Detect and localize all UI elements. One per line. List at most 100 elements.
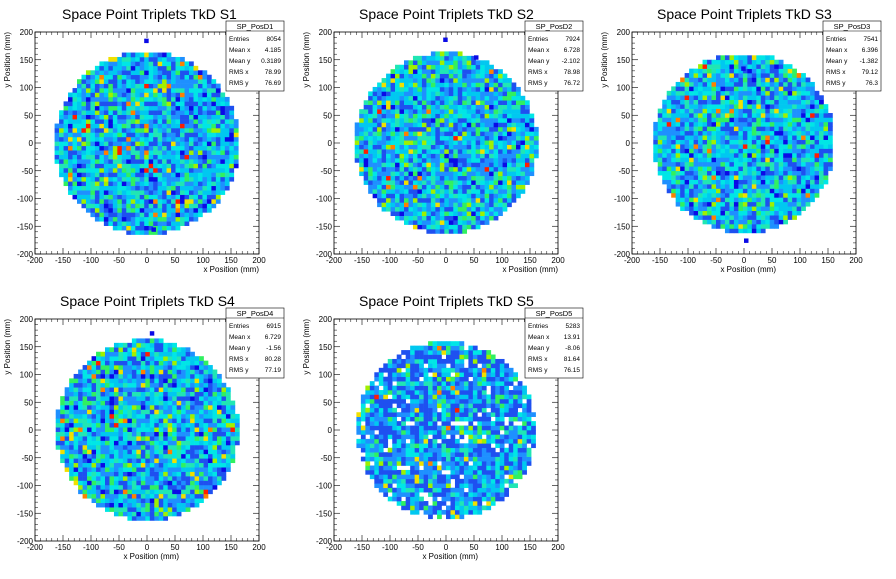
heatmap-bin xyxy=(104,195,109,200)
heatmap-bin xyxy=(400,154,405,159)
heatmap-bin xyxy=(761,220,766,225)
heatmap-bin xyxy=(828,117,833,122)
heatmap-bin xyxy=(792,171,797,176)
heatmap-bin xyxy=(462,140,467,145)
heatmap-bin xyxy=(386,109,391,114)
heatmap-bin xyxy=(747,140,752,145)
heatmap-bin xyxy=(171,57,176,62)
heatmap-bin xyxy=(189,124,194,129)
heatmap-bin xyxy=(788,162,793,167)
heatmap-bin xyxy=(202,146,207,151)
heatmap-bin xyxy=(122,101,127,106)
heatmap-bin xyxy=(462,225,467,230)
heatmap-bin xyxy=(126,137,131,142)
heatmap-bin xyxy=(779,78,784,83)
heatmap-bin xyxy=(220,110,225,115)
heatmap-bin xyxy=(792,122,797,127)
heatmap-bin xyxy=(77,124,82,129)
heatmap-bin xyxy=(489,154,494,159)
heatmap-bin xyxy=(426,65,431,70)
heatmap-bin xyxy=(431,131,436,136)
heatmap-bin xyxy=(667,131,672,136)
heatmap-bin xyxy=(792,100,797,105)
heatmap-bin xyxy=(162,61,167,66)
heatmap-bin xyxy=(774,122,779,127)
heatmap-bin xyxy=(185,217,190,222)
heatmap-bin xyxy=(671,171,676,176)
heatmap-bin xyxy=(78,449,83,454)
heatmap-bin xyxy=(126,53,131,58)
heatmap-bin xyxy=(725,228,730,233)
heatmap-bin xyxy=(395,198,400,203)
heatmap-bin xyxy=(417,211,422,216)
heatmap-bin xyxy=(698,131,703,136)
heatmap-bin xyxy=(118,485,123,490)
heatmap-bin xyxy=(720,144,725,149)
heatmap-bin xyxy=(485,207,490,212)
heatmap-bin xyxy=(171,128,176,133)
heatmap-bin xyxy=(471,87,476,92)
heatmap-bin xyxy=(707,215,712,220)
heatmap-bin xyxy=(676,109,681,114)
heatmap-bin xyxy=(422,118,427,123)
x-tick-label: 0 xyxy=(444,256,449,265)
heatmap-bin xyxy=(207,137,212,142)
heatmap-bin xyxy=(458,91,463,96)
heatmap-bin xyxy=(90,186,95,191)
heatmap-bin xyxy=(83,472,88,477)
heatmap-bin xyxy=(198,186,203,191)
heatmap-bin xyxy=(743,91,748,96)
heatmap-bin xyxy=(185,150,190,155)
heatmap-bin xyxy=(126,75,131,80)
heatmap-bin xyxy=(359,167,364,172)
heatmap-bin xyxy=(467,171,472,176)
heatmap-bin xyxy=(480,69,485,74)
y-tick-label: -200 xyxy=(316,250,333,259)
heatmap-bin xyxy=(761,91,766,96)
heatmap-bin xyxy=(685,82,690,87)
heatmap-bin xyxy=(797,109,802,114)
heatmap-bin xyxy=(512,167,517,172)
heatmap-bin xyxy=(792,126,797,131)
heatmap-bin xyxy=(117,70,122,75)
heatmap-bin xyxy=(662,175,667,180)
heatmap-bin xyxy=(359,127,364,132)
heatmap-bin xyxy=(770,122,775,127)
heatmap-bin xyxy=(368,189,373,194)
heatmap-bin xyxy=(162,75,167,80)
heatmap-bin xyxy=(87,476,92,481)
heatmap-bin xyxy=(489,162,494,167)
heatmap-bin xyxy=(689,175,694,180)
heatmap-bin xyxy=(444,149,449,154)
heatmap-bin xyxy=(435,60,440,65)
heatmap-bin xyxy=(707,144,712,149)
heatmap-bin xyxy=(685,135,690,140)
heatmap-bin xyxy=(462,122,467,127)
heatmap-bin xyxy=(422,211,427,216)
heatmap-bin xyxy=(485,100,490,105)
heatmap-bin xyxy=(698,100,703,105)
heatmap-bin xyxy=(131,132,136,137)
heatmap-bin xyxy=(101,467,106,472)
heatmap-bin xyxy=(153,190,158,195)
heatmap-bin xyxy=(211,177,216,182)
heatmap-bin xyxy=(779,109,784,114)
stats-label-entries: Entries xyxy=(528,36,549,43)
heatmap-bin xyxy=(453,207,458,212)
heatmap-bin xyxy=(534,136,539,141)
y-tick-label: 200 xyxy=(319,28,333,37)
x-tick-label: 0 xyxy=(145,256,150,265)
heatmap-bin xyxy=(368,158,373,163)
heatmap-bin xyxy=(395,69,400,74)
heatmap-bin xyxy=(386,131,391,136)
heatmap-bin xyxy=(171,106,176,111)
heatmap-bin xyxy=(118,374,123,379)
heatmap-bin xyxy=(140,168,145,173)
stats-value-entries: 7924 xyxy=(566,36,581,43)
heatmap-bin xyxy=(185,128,190,133)
heatmap-bin xyxy=(689,153,694,158)
heatmap-bin xyxy=(109,361,114,366)
heatmap-bin xyxy=(158,159,163,164)
heatmap-bin xyxy=(422,131,427,136)
stats-label-entries: Entries xyxy=(229,36,250,43)
